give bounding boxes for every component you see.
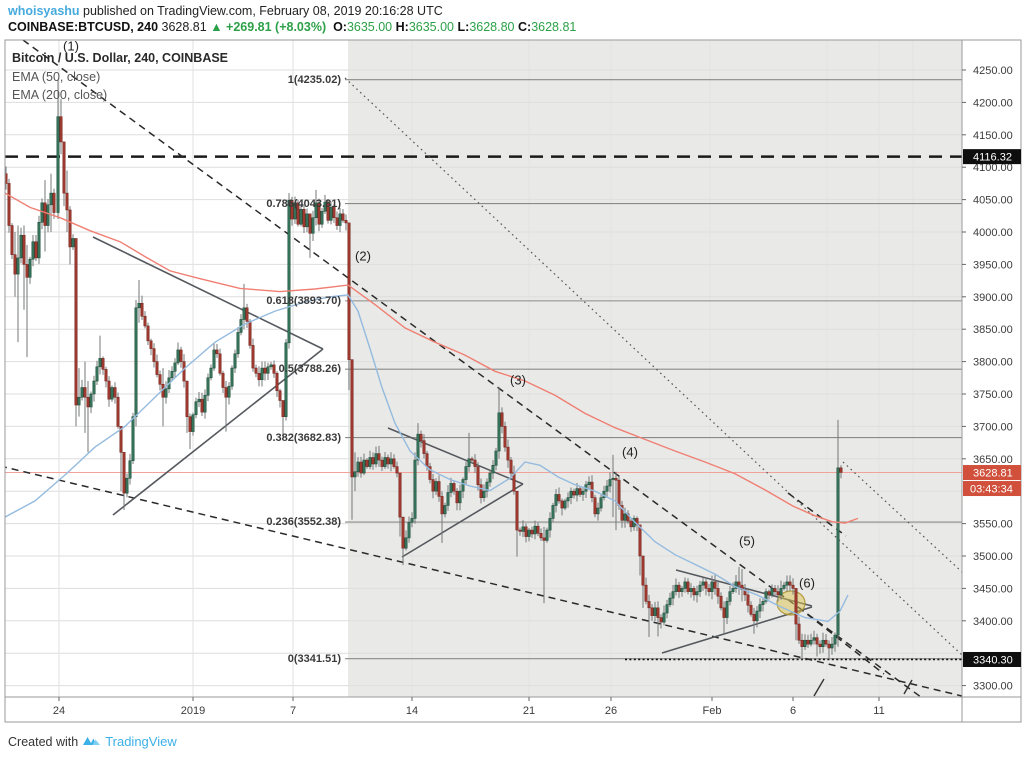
countdown-badge: 03:43:34 [963, 481, 1021, 497]
price-tick-label: 3950.00 [973, 259, 1013, 271]
price-tick-label: 4100.00 [973, 162, 1013, 174]
price-tick-label: 3900.00 [973, 292, 1013, 304]
fib-level-label: 0.786(4043.81) [266, 197, 341, 210]
publish-line: whoisyashu published on TradingView.com,… [8, 4, 443, 18]
price-tick-label: 3800.00 [973, 357, 1013, 369]
price-tick-label: 3650.00 [973, 454, 1013, 466]
svg-text:3340.30: 3340.30 [973, 654, 1013, 666]
low-value: 3628.80 [469, 20, 515, 34]
time-tick-label: 24 [53, 705, 65, 717]
last-price-text: 3628.81 [161, 20, 207, 34]
fib-level-label: 0.236(3552.38) [266, 516, 341, 529]
time-axis[interactable]: 24 2019 7 14 21 26 Feb 6 11 [53, 697, 885, 717]
wave-label: (2) [355, 248, 371, 264]
fib-lines [345, 79, 962, 660]
fib-level-label: 0.382(3682.83) [266, 431, 341, 444]
legend-ema50: EMA (50, close) [12, 69, 101, 84]
fib-level-label: 0.5(3788.26) [278, 363, 341, 376]
wave-label: (1) [63, 38, 79, 54]
time-tick-label: Feb [703, 705, 722, 717]
author-link[interactable]: whoisyashu [8, 4, 80, 18]
alert-price-badge: 4116.32 [963, 149, 1021, 165]
svg-text:3628.81: 3628.81 [973, 468, 1013, 480]
high-label: H: [395, 20, 409, 34]
ema-lines [5, 192, 859, 623]
tradingview-brand-link[interactable]: TradingView [105, 734, 177, 749]
open-value: 3635.00 [346, 20, 393, 34]
chart-borders [4, 39, 1022, 723]
publish-text: published on TradingView.com, February 0… [79, 4, 443, 18]
time-tick-label: 26 [605, 705, 617, 717]
price-tick-label: 3700.00 [973, 421, 1013, 433]
symbol-label: COINBASE:BTCUSD, 240 [8, 20, 159, 34]
price-axis[interactable]: 4250.00 4200.00 4150.00 4100.00 4050.00 4000.… [962, 65, 1021, 693]
plot-background[interactable] [5, 40, 1021, 722]
open-label: O: [333, 20, 347, 34]
wave-label: (3) [510, 372, 526, 388]
ohlc-line: COINBASE:BTCUSD, 240 3628.81 ▲ +269.81 (… [8, 20, 576, 34]
published-idea-shaded-region [348, 40, 962, 697]
time-tick-label: 2019 [181, 705, 205, 717]
price-tick-label: 4050.00 [973, 195, 1013, 207]
support-price-badge: 3340.30 [963, 651, 1021, 667]
ema200-line [5, 294, 849, 623]
price-tick-label: 3450.00 [973, 583, 1013, 595]
price-tick-label: 4000.00 [973, 227, 1013, 239]
fib-level-label: 1(4235.02) [287, 73, 341, 86]
low-label: L: [457, 20, 470, 34]
created-with-text: Created with [8, 734, 79, 749]
price-tick-label: 3850.00 [973, 324, 1013, 336]
price-tick-label: 4150.00 [973, 130, 1013, 142]
trend-lines [5, 40, 962, 697]
legend-title: Bitcoin / U.S. Dollar, 240, COINBASE [12, 51, 229, 65]
legend-ema200: EMA (200, close) [12, 88, 108, 102]
time-tick-label: 21 [523, 705, 535, 717]
price-tick-label: 4250.00 [973, 65, 1013, 77]
price-tick-label: 3300.00 [973, 681, 1013, 693]
svg-text:4116.32: 4116.32 [973, 152, 1012, 164]
time-tick-label: 14 [406, 705, 418, 717]
fib-level-label: 0(3341.51) [287, 652, 341, 665]
price-tick-label: 3500.00 [973, 551, 1013, 563]
price-tick-label: 3550.00 [973, 519, 1013, 531]
tradingview-logo-icon [83, 737, 101, 745]
footer: Created with TradingView [8, 734, 177, 749]
wave-label: (6) [799, 575, 815, 591]
price-tick-label: 4200.00 [973, 97, 1013, 109]
close-label: C: [517, 20, 532, 34]
close-value: 3628.81 [531, 20, 577, 34]
price-tick-label: 3400.00 [973, 616, 1013, 628]
wave-label: (5) [739, 533, 755, 549]
grid [5, 40, 962, 697]
time-tick-label: 11 [873, 705, 884, 717]
ema50-line [5, 192, 859, 524]
time-tick-label: 7 [290, 705, 296, 717]
chart-legend: Bitcoin / U.S. Dollar, 240, COINBASE EMA… [12, 49, 228, 105]
high-value: 3635.00 [408, 20, 455, 34]
change-text: ▲ +269.81 (+8.03%) [210, 20, 327, 34]
horizontal-lines [5, 155, 962, 661]
candles [5, 79, 843, 660]
time-tick-label: 6 [790, 705, 796, 717]
svg-text:03:43:34: 03:43:34 [970, 484, 1013, 496]
fib-level-label: 0.618(3893.70) [266, 294, 341, 307]
last-price-badge: 3628.81 [963, 465, 1021, 481]
price-tick-label: 3750.00 [973, 389, 1013, 401]
wave-label: (4) [622, 444, 638, 460]
